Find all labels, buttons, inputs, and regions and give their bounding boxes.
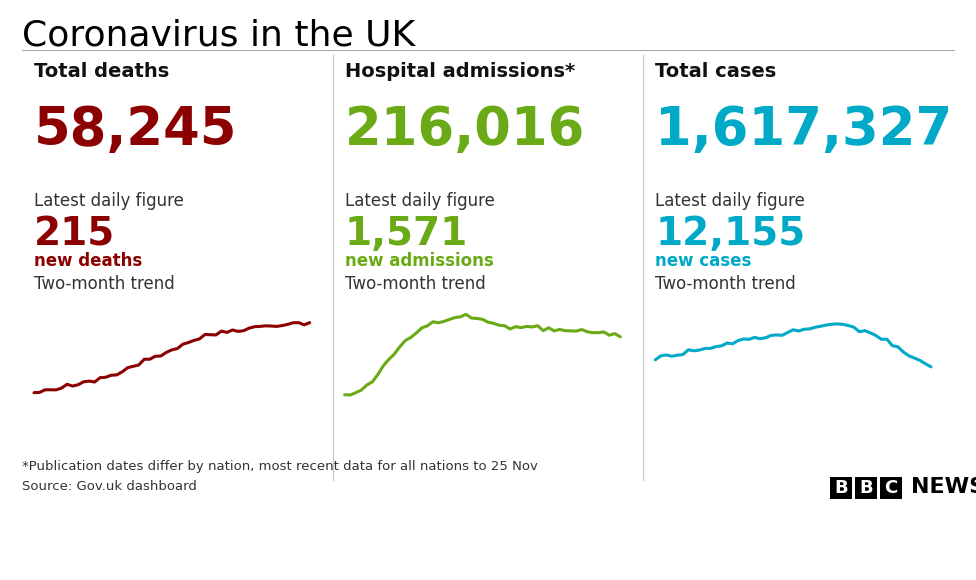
Text: C: C — [884, 479, 898, 497]
Text: Two-month trend: Two-month trend — [655, 275, 796, 293]
Text: Coronavirus in the UK: Coronavirus in the UK — [22, 18, 415, 52]
Text: B: B — [834, 479, 848, 497]
Text: 215: 215 — [34, 215, 115, 253]
Text: Latest daily figure: Latest daily figure — [34, 192, 183, 210]
Text: Hospital admissions*: Hospital admissions* — [345, 62, 575, 81]
Text: new admissions: new admissions — [345, 252, 494, 270]
FancyBboxPatch shape — [830, 477, 852, 499]
Text: Two-month trend: Two-month trend — [34, 275, 175, 293]
Text: Total deaths: Total deaths — [34, 62, 169, 81]
Text: 1,571: 1,571 — [345, 215, 468, 253]
Text: Latest daily figure: Latest daily figure — [345, 192, 495, 210]
Text: Latest daily figure: Latest daily figure — [655, 192, 805, 210]
Text: new cases: new cases — [655, 252, 752, 270]
Text: Two-month trend: Two-month trend — [345, 275, 485, 293]
Text: B: B — [859, 479, 873, 497]
Text: 1,617,327: 1,617,327 — [655, 104, 953, 156]
FancyBboxPatch shape — [880, 477, 902, 499]
Text: 58,245: 58,245 — [34, 104, 237, 156]
Text: Source: Gov.uk dashboard: Source: Gov.uk dashboard — [22, 480, 197, 493]
Text: NEWS: NEWS — [911, 477, 976, 497]
Text: Total cases: Total cases — [655, 62, 777, 81]
Text: new deaths: new deaths — [34, 252, 142, 270]
FancyBboxPatch shape — [855, 477, 877, 499]
Text: 12,155: 12,155 — [655, 215, 805, 253]
Text: 216,016: 216,016 — [345, 104, 585, 156]
Text: *Publication dates differ by nation, most recent data for all nations to 25 Nov: *Publication dates differ by nation, mos… — [22, 460, 538, 473]
